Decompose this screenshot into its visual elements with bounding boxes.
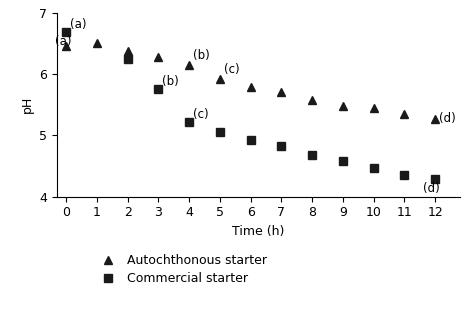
Text: (b): (b) [162,75,179,88]
Text: (c): (c) [224,63,239,76]
Legend: Autochthonous starter, Commercial starter: Autochthonous starter, Commercial starte… [95,254,266,285]
Y-axis label: pH: pH [20,96,34,113]
X-axis label: Time (h): Time (h) [232,225,284,238]
Text: (a): (a) [70,18,86,31]
Text: (b): (b) [193,49,210,62]
Text: (a): (a) [55,35,72,48]
Text: (c): (c) [193,107,209,120]
Text: (d): (d) [423,183,439,196]
Text: (d): (d) [439,112,456,125]
